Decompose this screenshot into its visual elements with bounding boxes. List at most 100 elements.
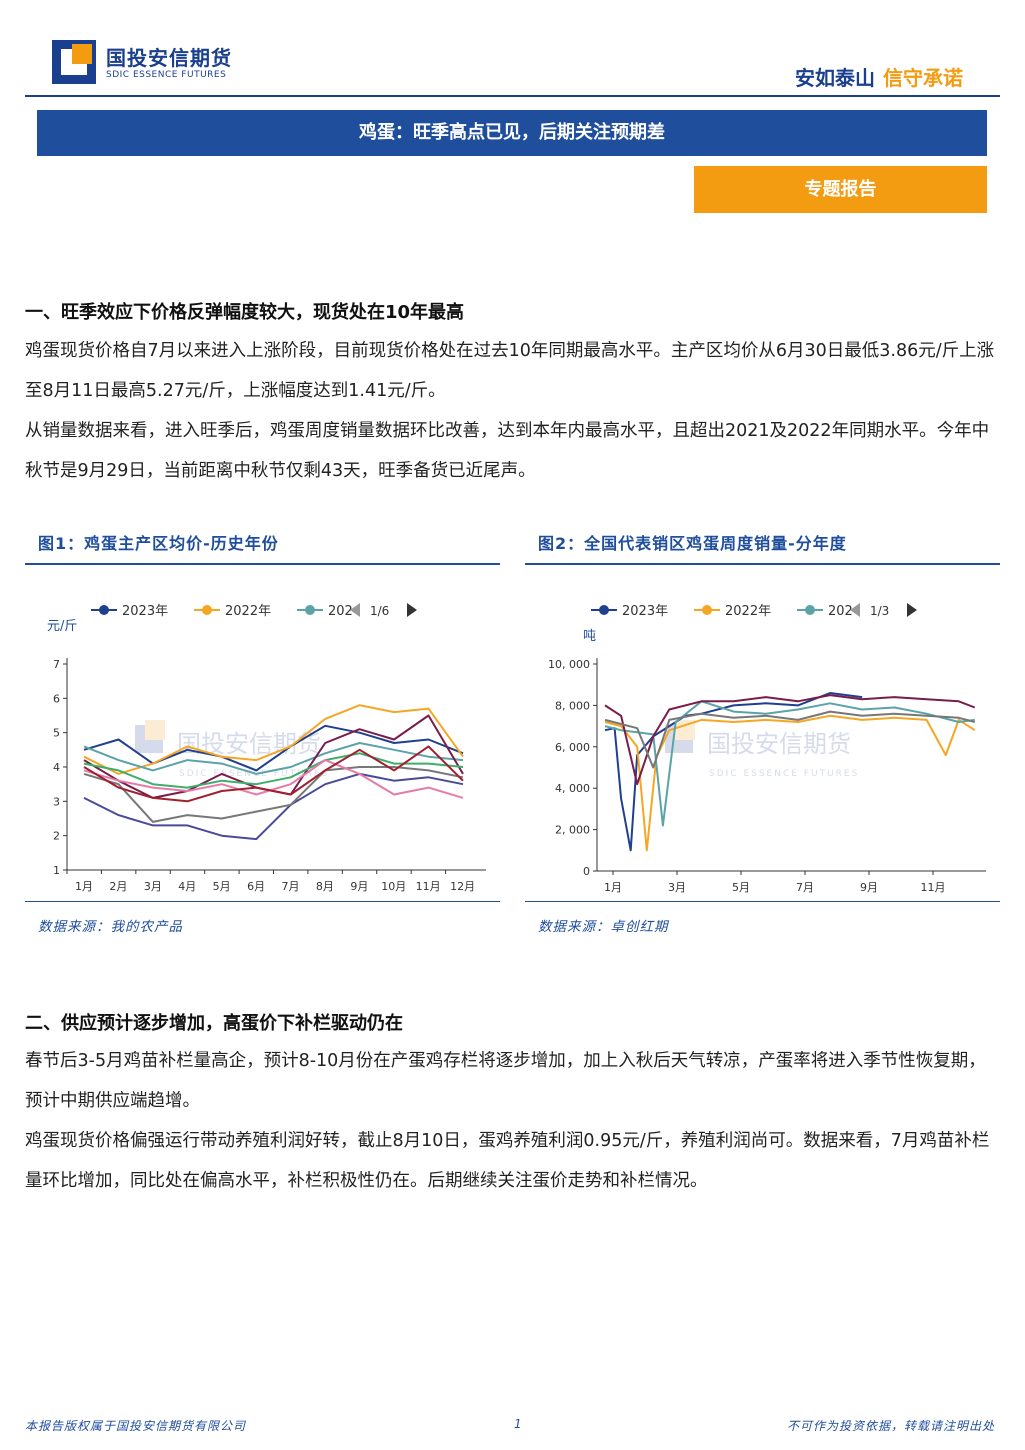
chart1-legend-item: 202 — [297, 604, 353, 619]
slogan: 安如泰山 信守承诺 — [795, 62, 963, 91]
chart1-x-tick-label: 7月 — [282, 880, 300, 893]
chart1-legend-item: 2022年 — [194, 604, 271, 619]
chart1-series-9-line — [83, 745, 464, 803]
chart1-watermark-mark — [135, 725, 163, 753]
chart2-x-tick-label: 9月 — [860, 881, 878, 894]
footer-page-number: 1 — [514, 1417, 523, 1431]
figure2-source: 数据来源：卓创红期 — [538, 919, 669, 935]
chart2-legend-label: 2023年 — [622, 604, 668, 619]
chart2-series-2022年-line — [604, 714, 976, 852]
company-logo: 国投安信期货 SDIC ESSENCE FUTURES — [52, 38, 242, 88]
chart2-watermark-mark2 — [675, 720, 695, 740]
figure1-chart: 国投安信期货 SDIC ESSENCE FUTURES 2023年 2022年 202 1… — [25, 590, 500, 895]
report-type-tag: 专题报告 — [694, 166, 987, 213]
section2-paragraph2: 鸡蛋现货价格偏强运行带动养殖利润好转，截止8月10日，蛋鸡养殖利润0.95元/斤… — [25, 1131, 990, 1191]
chart1-y-tick-label: 7 — [53, 658, 60, 671]
figure2-top-rule — [525, 563, 1000, 565]
figure1-bottom-rule — [25, 901, 500, 902]
chart2-x-tick-label: 7月 — [796, 881, 814, 894]
chart2-legend-item: 2023年 — [591, 604, 668, 619]
chart2-x-tick-label: 11月 — [921, 881, 946, 894]
chart2-legend-label: 202 — [828, 604, 853, 619]
chart2-y-axis-label: 吨 — [583, 629, 596, 644]
chart1-x-tick-label: 10月 — [381, 880, 406, 893]
section1-paragraph1: 鸡蛋现货价格自7月以来进入上涨阶段，目前现货价格处在过去10年同期最高水平。主产… — [25, 341, 995, 401]
section1-heading: 一、旺季效应下价格反弹幅度较大，现货处在10年最高 — [25, 302, 465, 323]
chart2-series-202-line — [604, 700, 975, 827]
report-title-banner: 鸡蛋：旺季高点已见，后期关注预期差 — [37, 110, 987, 156]
footer-disclaimer: 不可作为投资依据，转载请注明出处 — [786, 1419, 995, 1433]
section1-paragraph2: 从销量数据来看，进入旺季后，鸡蛋周度销量数据环比改善，达到本年内最高水平，且超出… — [25, 421, 990, 481]
chart1-x-tick-label: 2月 — [109, 880, 127, 893]
chart1-y-tick-label: 5 — [53, 727, 60, 740]
figure2-bottom-rule — [525, 901, 1000, 902]
chart2-legend-dot — [805, 605, 815, 615]
chart1-watermark-cn: 国投安信期货 — [177, 730, 321, 758]
chart1-legend-pager: 1/6 — [370, 604, 389, 618]
slogan-part1: 安如泰山 — [795, 66, 875, 90]
chart2-y-tick-label: 6, 000 — [555, 741, 590, 754]
chart1-y-tick-label: 1 — [53, 864, 60, 877]
figure1-title: 图1：鸡蛋主产区均价-历史年份 — [38, 534, 279, 553]
chart1-watermark-mark2 — [145, 720, 165, 740]
chart1-x-tick-label: 11月 — [416, 880, 441, 893]
chart2-y-tick-label: 8, 000 — [555, 699, 590, 712]
chart1-series-7-line — [83, 752, 464, 789]
chart2-legend-label: 2022年 — [725, 604, 771, 619]
chart1-y-tick-label: 4 — [53, 761, 60, 774]
chart2-legend-item: 202 — [797, 604, 853, 619]
chart2-y-tick-label: 2, 000 — [555, 824, 590, 837]
chart1-legend-item: 2023年 — [91, 604, 168, 619]
chart1-series-2022年-line — [83, 704, 464, 775]
chart2-legend-next-icon — [907, 603, 917, 617]
chart1-x-tick-label: 9月 — [350, 880, 368, 893]
chart2-watermark: 国投安信期货 SDIC ESSENCE FUTURES — [665, 720, 859, 779]
chart1-y-tick-label: 3 — [53, 795, 60, 808]
chart2-series-5-line — [604, 710, 976, 769]
figure1-top-rule — [25, 563, 500, 565]
chart1-x-tick-label: 6月 — [247, 880, 265, 893]
chart1-legend-label: 202 — [328, 604, 353, 619]
chart1-legend-label: 2023年 — [122, 604, 168, 619]
chart2-legend-dot — [702, 605, 712, 615]
chart1-x-tick-label: 5月 — [213, 880, 231, 893]
chart1-legend-label: 2022年 — [225, 604, 271, 619]
chart1-x-tick-label: 4月 — [178, 880, 196, 893]
chart1-legend-dot — [99, 605, 109, 615]
chart2-watermark-cn: 国投安信期货 — [707, 730, 851, 758]
chart2-legend-prev-icon — [850, 603, 860, 617]
chart1-legend-next-icon — [407, 603, 417, 617]
section2-heading: 二、供应预计逐步增加，高蛋价下补栏驱动仍在 — [25, 1013, 403, 1034]
header-rule — [25, 95, 1000, 97]
chart2-y-tick-label: 10, 000 — [548, 658, 590, 671]
chart2-svg: 国投安信期货 SDIC ESSENCE FUTURES 2023年 2022年 202 1… — [548, 603, 986, 894]
logo-mark-icon — [52, 40, 96, 84]
chart1-series-2023年-line — [83, 724, 464, 772]
logo-text-cn: 国投安信期货 — [106, 46, 232, 70]
chart2-x-tick-label: 1月 — [604, 881, 622, 894]
chart1-y-tick-label: 2 — [53, 830, 60, 843]
chart2-y-tick-label: 4, 000 — [555, 782, 590, 795]
chart1-legend-dot — [202, 605, 212, 615]
figure2-chart: 国投安信期货 SDIC ESSENCE FUTURES 2023年 2022年 202 1… — [525, 590, 1000, 895]
slogan-part2: 信守承诺 — [883, 66, 963, 90]
chart2-x-tick-label: 3月 — [668, 881, 686, 894]
chart2-legend-dot — [599, 605, 609, 615]
figure2-title: 图2：全国代表销区鸡蛋周度销量-分年度 — [538, 534, 847, 553]
chart1-x-tick-label: 1月 — [75, 880, 93, 893]
chart2-watermark-en: SDIC ESSENCE FUTURES — [709, 769, 859, 779]
chart2-series-4-line — [604, 694, 976, 786]
chart2-x-tick-label: 5月 — [732, 881, 750, 894]
chart1-legend-prev-icon — [350, 603, 360, 617]
logo-text-en: SDIC ESSENCE FUTURES — [106, 70, 227, 80]
chart1-series-8-line — [83, 759, 464, 799]
chart2-legend-pager: 1/3 — [870, 604, 889, 618]
footer-copyright: 本报告版权属于国投安信期货有限公司 — [25, 1419, 247, 1433]
chart1-x-tick-label: 3月 — [144, 880, 162, 893]
chart2-y-tick-label: 0 — [583, 865, 590, 878]
chart1-series-5-line — [83, 772, 464, 841]
figure1-source: 数据来源：我的农产品 — [38, 919, 183, 935]
chart1-x-tick-label: 12月 — [450, 880, 475, 893]
chart1-series-202-line — [83, 742, 464, 775]
